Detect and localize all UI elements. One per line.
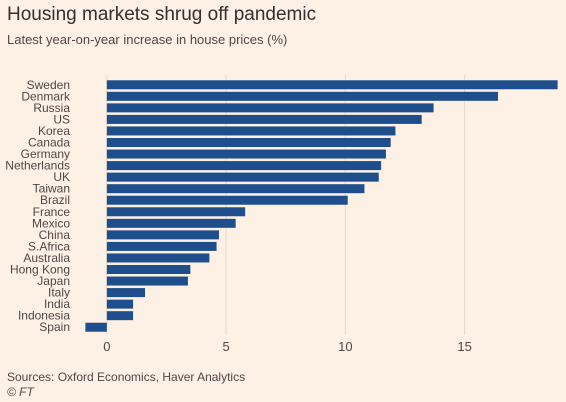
bar-mexico (106, 218, 236, 228)
source-note: Sources: Oxford Economics, Haver Analyti… (7, 370, 246, 384)
bar-france (106, 207, 246, 217)
bar-spain (85, 322, 107, 332)
category-labels: SwedenDenmarkRussiaUSKoreaCanadaGermanyN… (5, 78, 71, 334)
category-label: France (33, 205, 71, 219)
category-label: Sweden (27, 78, 70, 92)
bar-denmark (106, 91, 498, 101)
category-label: Mexico (32, 216, 70, 230)
category-label: Australia (23, 251, 70, 265)
bar-sweden (106, 80, 558, 90)
bar-korea (106, 126, 396, 136)
bar-canada (106, 137, 391, 148)
category-label: Taiwan (33, 182, 70, 196)
category-label: Hong Kong (10, 263, 70, 277)
bar-netherlands (106, 161, 382, 171)
category-label: S.Africa (28, 239, 70, 253)
bar-hong-kong (106, 264, 191, 275)
ft-credit: © FT (7, 385, 34, 399)
category-label: Italy (48, 286, 70, 300)
bar-china (106, 230, 219, 240)
bar-germany (106, 149, 386, 159)
category-label: Russia (33, 101, 70, 115)
category-label: Korea (38, 124, 70, 138)
bar-italy (106, 288, 146, 298)
bar-japan (106, 276, 188, 286)
category-label: Canada (28, 136, 70, 150)
category-label: China (39, 228, 71, 242)
x-tick-label: 15 (457, 339, 471, 354)
x-tick-label: 0 (103, 339, 110, 354)
category-label: Japan (37, 274, 70, 288)
chart-title: Housing markets shrug off pandemic (7, 4, 317, 25)
bar-s-africa (106, 241, 217, 251)
category-label: UK (53, 170, 70, 184)
category-label: Spain (39, 320, 70, 334)
bar-russia (106, 103, 434, 113)
category-label: India (44, 297, 70, 311)
category-label: Denmark (21, 89, 71, 103)
bar-us (106, 114, 422, 124)
bar-uk (106, 172, 379, 182)
bars (85, 80, 558, 332)
category-label: US (53, 112, 70, 126)
category-label: Indonesia (18, 309, 70, 323)
bar-indonesia (106, 311, 134, 321)
category-label: Netherlands (5, 159, 70, 173)
category-label: Germany (21, 147, 70, 161)
bar-india (106, 299, 134, 309)
x-tick-label: 10 (338, 339, 352, 354)
x-tick-labels: 0 5 10 15 (103, 339, 472, 354)
bar-brazil (106, 195, 348, 205)
x-tick-label: 5 (222, 339, 229, 354)
category-label: Brazil (40, 193, 70, 207)
chart-subtitle: Latest year-on-year increase in house pr… (7, 32, 288, 47)
gridlines (106, 75, 466, 335)
bar-taiwan (106, 184, 365, 194)
bar-australia (106, 253, 210, 263)
